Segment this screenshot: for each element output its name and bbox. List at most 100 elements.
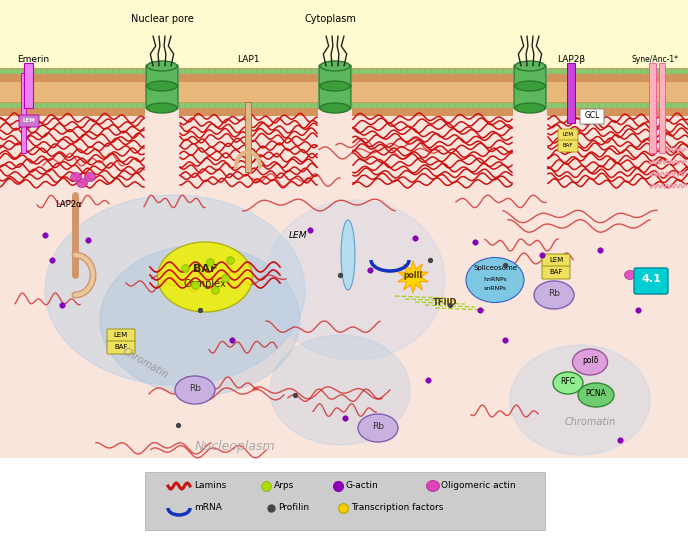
FancyBboxPatch shape: [319, 65, 351, 87]
FancyBboxPatch shape: [542, 266, 570, 279]
Text: Cytoplasm: Cytoplasm: [304, 14, 356, 24]
Bar: [0, 82, 688, 102]
Ellipse shape: [320, 61, 350, 71]
Text: Transcription factors: Transcription factors: [351, 504, 443, 512]
Ellipse shape: [158, 242, 252, 312]
Text: LEM: LEM: [289, 231, 308, 240]
Ellipse shape: [320, 103, 350, 113]
Text: Emerin: Emerin: [17, 55, 49, 64]
Ellipse shape: [341, 220, 355, 290]
Ellipse shape: [515, 103, 545, 113]
Text: polII: polII: [403, 271, 422, 280]
Ellipse shape: [553, 372, 583, 394]
Text: Syne/Anc-1*: Syne/Anc-1*: [632, 55, 678, 64]
FancyBboxPatch shape: [319, 85, 351, 109]
Text: Spliceosome: Spliceosome: [473, 265, 517, 271]
Text: Nuclear pore: Nuclear pore: [131, 14, 193, 24]
FancyBboxPatch shape: [514, 65, 546, 87]
Text: TFIID: TFIID: [433, 298, 458, 307]
Bar: [0, 68, 688, 82]
FancyBboxPatch shape: [146, 85, 178, 109]
Bar: [659, 63, 665, 153]
Text: BAF: BAF: [193, 264, 217, 274]
Bar: [318, 66, 352, 118]
Ellipse shape: [147, 103, 177, 113]
FancyBboxPatch shape: [580, 109, 604, 124]
Polygon shape: [510, 345, 650, 455]
Bar: [0, 102, 688, 116]
Ellipse shape: [572, 349, 608, 375]
Text: Nucleoplasm: Nucleoplasm: [195, 440, 275, 453]
FancyBboxPatch shape: [558, 140, 578, 152]
Text: hnRNPs: hnRNPs: [483, 277, 507, 282]
Polygon shape: [45, 195, 305, 385]
Polygon shape: [100, 245, 300, 395]
Text: BAF: BAF: [114, 344, 128, 350]
Text: LEM: LEM: [114, 332, 128, 338]
Text: snRNPs: snRNPs: [484, 286, 506, 291]
Ellipse shape: [625, 270, 636, 280]
Bar: [145, 66, 179, 118]
Text: Rb: Rb: [372, 422, 384, 431]
FancyBboxPatch shape: [634, 268, 668, 294]
Ellipse shape: [515, 81, 545, 91]
Polygon shape: [398, 261, 428, 293]
Text: BAF: BAF: [563, 143, 573, 148]
Text: Profilin: Profilin: [278, 504, 309, 512]
Bar: [21, 73, 26, 153]
Text: RFC: RFC: [561, 377, 575, 386]
Text: Chromatin: Chromatin: [564, 417, 616, 427]
Polygon shape: [265, 200, 445, 360]
Ellipse shape: [358, 414, 398, 442]
Ellipse shape: [147, 61, 177, 71]
Text: polδ: polδ: [582, 356, 598, 365]
Text: Lamins: Lamins: [194, 481, 226, 491]
Ellipse shape: [147, 81, 177, 91]
Text: GCL: GCL: [584, 111, 600, 120]
Text: BAF: BAF: [549, 269, 563, 275]
Bar: [245, 102, 251, 172]
Text: Chromatin: Chromatin: [120, 346, 170, 380]
Text: 4.1: 4.1: [641, 274, 661, 284]
Bar: [567, 63, 575, 123]
FancyBboxPatch shape: [107, 329, 135, 342]
Text: LEM: LEM: [563, 132, 574, 137]
Text: LEM: LEM: [549, 257, 563, 263]
Text: LAP2β: LAP2β: [557, 55, 585, 64]
Text: Rb: Rb: [548, 289, 560, 298]
Text: mRNA: mRNA: [194, 504, 222, 512]
Text: Oligomeric actin: Oligomeric actin: [441, 481, 515, 491]
Bar: [0, 116, 688, 458]
Ellipse shape: [466, 257, 524, 302]
FancyBboxPatch shape: [146, 65, 178, 87]
Ellipse shape: [70, 172, 81, 182]
Text: Arps: Arps: [274, 481, 294, 491]
Ellipse shape: [76, 178, 87, 188]
Bar: [24, 63, 33, 108]
Ellipse shape: [534, 281, 574, 309]
Bar: [0, 468, 688, 538]
Ellipse shape: [85, 172, 96, 182]
Bar: [145, 472, 545, 530]
FancyBboxPatch shape: [514, 85, 546, 109]
Ellipse shape: [578, 383, 614, 407]
FancyBboxPatch shape: [107, 341, 135, 354]
Text: G-actin: G-actin: [346, 481, 379, 491]
Ellipse shape: [634, 281, 645, 289]
FancyBboxPatch shape: [19, 115, 39, 127]
Ellipse shape: [175, 376, 215, 404]
Ellipse shape: [515, 61, 545, 71]
Text: LEM: LEM: [23, 118, 35, 123]
Text: LAP2α: LAP2α: [55, 200, 81, 209]
Ellipse shape: [427, 480, 440, 491]
Ellipse shape: [320, 81, 350, 91]
Bar: [513, 66, 547, 118]
Bar: [0, 0, 688, 68]
Polygon shape: [270, 335, 410, 445]
FancyBboxPatch shape: [558, 129, 578, 141]
Text: LAP1: LAP1: [237, 55, 259, 64]
Text: Rb: Rb: [189, 384, 201, 393]
Text: Complex: Complex: [184, 279, 226, 289]
Bar: [649, 63, 656, 153]
Text: PCNA: PCNA: [585, 389, 606, 398]
